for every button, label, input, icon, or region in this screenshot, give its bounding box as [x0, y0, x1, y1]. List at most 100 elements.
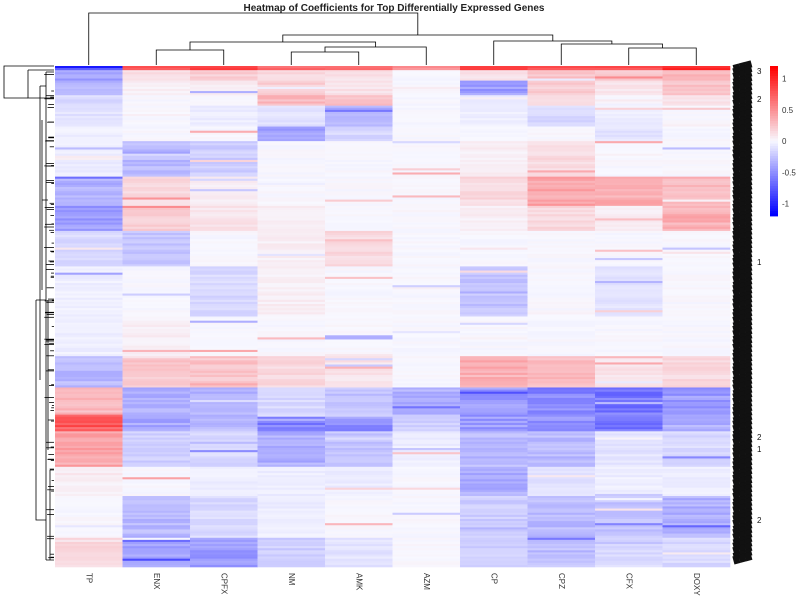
heatmap-cell	[55, 162, 123, 165]
heatmap-cell	[595, 435, 663, 438]
heatmap-cell	[392, 122, 461, 125]
heatmap-cell	[257, 406, 326, 409]
heatmap-cell	[527, 431, 596, 434]
heatmap-cell	[392, 153, 461, 157]
heatmap-cell	[392, 162, 461, 165]
heatmap-cell	[190, 458, 258, 461]
heatmap-cell	[460, 99, 528, 102]
heatmap-cell	[55, 366, 123, 369]
heatmap-cell	[190, 523, 258, 526]
heatmap-cell	[257, 281, 326, 284]
heatmap-cell	[662, 560, 731, 564]
heatmap-cell	[55, 310, 123, 313]
heatmap-cell	[122, 207, 191, 211]
heatmap-cell	[595, 314, 663, 317]
heatmap-cell	[460, 554, 528, 557]
heatmap-cell	[325, 301, 393, 305]
heatmap-cell	[122, 72, 191, 75]
heatmap-cell	[55, 343, 123, 347]
heatmap-cell	[527, 124, 596, 127]
heatmap-cell	[662, 245, 731, 248]
legend-tick-label: 0	[782, 137, 787, 146]
heatmap-cell	[662, 489, 731, 493]
heatmap-cell	[257, 364, 326, 367]
heatmap-cell	[662, 351, 731, 355]
heatmap-cell	[595, 391, 663, 395]
heatmap-cell	[190, 450, 258, 453]
heatmap-cell	[122, 527, 191, 530]
heatmap-cell	[325, 224, 393, 228]
heatmap-cell	[55, 76, 123, 79]
heatmap-cell	[190, 322, 258, 326]
heatmap-cell	[392, 289, 461, 292]
heatmap-cell	[460, 228, 528, 232]
heatmap-cell	[190, 533, 258, 536]
heatmap-cell	[460, 377, 528, 380]
heatmap-cell	[527, 97, 596, 100]
heatmap-cell	[257, 289, 326, 292]
heatmap-cell	[662, 416, 731, 420]
heatmap-cell	[325, 412, 393, 415]
heatmap-cell	[257, 470, 326, 474]
heatmap-cell	[325, 199, 393, 202]
heatmap-cell	[325, 387, 393, 390]
heatmap-cell	[55, 391, 123, 395]
heatmap-cell	[257, 414, 326, 417]
heatmap-cell	[122, 510, 191, 514]
heatmap-cell	[460, 441, 528, 445]
legend-swatch	[770, 158, 778, 162]
heatmap-cell	[325, 216, 393, 219]
heatmap-cell	[595, 322, 663, 326]
heatmap-cell	[55, 406, 123, 409]
heatmap-cell	[527, 109, 596, 113]
heatmap-cell	[325, 516, 393, 520]
heatmap-cell	[257, 539, 326, 543]
row-label: 2	[757, 516, 762, 525]
heatmap-cell	[190, 278, 258, 282]
heatmap-cell	[257, 383, 326, 386]
heatmap-cell	[460, 97, 528, 100]
heatmap-cell	[122, 253, 191, 257]
heatmap-cell	[662, 255, 731, 259]
heatmap-cell	[55, 95, 123, 98]
heatmap-cell	[122, 462, 191, 466]
heatmap-cell	[460, 491, 528, 495]
heatmap-cell	[527, 387, 596, 390]
heatmap-cell	[55, 333, 123, 336]
heatmap-cell	[595, 437, 663, 440]
heatmap-cell	[527, 364, 596, 367]
heatmap-cell	[460, 155, 528, 159]
heatmap-cell	[325, 295, 393, 299]
heatmap-cell	[595, 347, 663, 351]
heatmap-cell	[527, 274, 596, 278]
legend-swatch	[770, 146, 778, 149]
heatmap-cell	[595, 381, 663, 384]
heatmap-cell	[325, 527, 393, 530]
heatmap-cell	[55, 289, 123, 292]
heatmap-cell	[392, 239, 461, 242]
heatmap-cell	[257, 385, 326, 388]
heatmap-cell	[122, 210, 191, 213]
heatmap-cell	[595, 483, 663, 486]
heatmap-cell	[392, 377, 461, 380]
heatmap-cell	[190, 199, 258, 202]
heatmap-cell	[392, 422, 461, 426]
heatmap-cell	[122, 310, 191, 313]
heatmap-cell	[662, 400, 731, 403]
legend-swatch	[770, 193, 778, 197]
heatmap-cell	[662, 512, 731, 516]
heatmap-cell	[392, 195, 461, 198]
heatmap-cell	[325, 539, 393, 543]
legend-swatch	[770, 156, 778, 159]
heatmap-cell	[122, 214, 191, 217]
heatmap-cell	[190, 564, 258, 568]
heatmap-cell	[460, 235, 528, 238]
heatmap-cell	[325, 97, 393, 100]
heatmap-cell	[595, 220, 663, 223]
heatmap-cell	[257, 339, 326, 342]
heatmap-cell	[257, 462, 326, 466]
heatmap-cell	[55, 260, 123, 263]
heatmap-cell	[662, 276, 731, 280]
heatmap-cell	[325, 470, 393, 474]
heatmap-cell	[595, 128, 663, 132]
